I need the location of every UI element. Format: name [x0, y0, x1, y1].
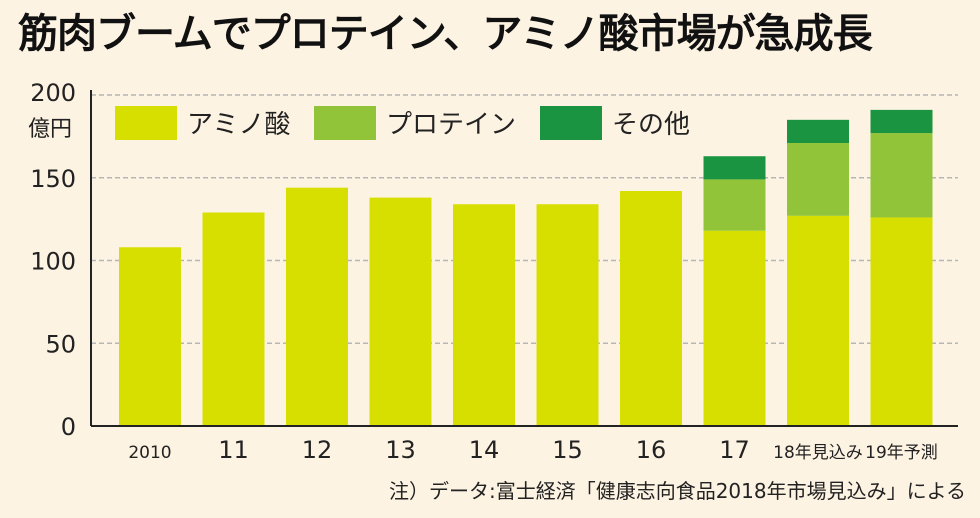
chart-title: 筋肉ブームでプロテイン、アミノ酸市場が急成長: [18, 11, 873, 57]
y-tick-label: 50: [45, 330, 76, 358]
x-tick-label: 11: [218, 436, 249, 464]
x-tick-label: 16: [636, 436, 667, 464]
x-tick-label: 13: [385, 436, 416, 464]
x-tick-label: 14: [469, 436, 500, 464]
y-tick-label: 200: [30, 79, 76, 107]
bar-segment: [620, 190, 682, 426]
legend-swatch: [115, 106, 177, 140]
x-tick-label: 19年予測: [865, 443, 938, 463]
bar-segment: [870, 217, 933, 426]
x-tick-label: 12: [302, 436, 333, 464]
bar-segment: [703, 179, 766, 231]
axes: 0 50 100 150 200 億円 2010 11 12 13 14 15 16 17 18年見込み 19…: [28, 79, 958, 464]
y-tick-label: 0: [61, 413, 76, 441]
bar-segment: [870, 109, 933, 134]
bar-segment: [536, 204, 599, 426]
bar-segment: [286, 187, 348, 426]
x-tick-label: 15: [552, 436, 583, 464]
bar-segment: [787, 119, 849, 143]
y-tick-label: 100: [30, 248, 76, 276]
x-tick-label: 18年見込み: [773, 443, 863, 463]
bar-segment: [787, 142, 849, 216]
legend-swatch: [314, 106, 376, 140]
legend-swatch: [540, 106, 602, 140]
x-tick-label: 2010: [128, 443, 171, 463]
y-tick-label: 150: [30, 165, 76, 193]
bar-segment: [703, 156, 766, 180]
bar-segment: [703, 230, 766, 426]
x-tick-label: 17: [719, 436, 750, 464]
source-note: 注）データ:富士経済「健康志向食品2018年市場見込み」による: [388, 479, 966, 503]
legend-label: アミノ酸: [187, 110, 290, 140]
y-axis-unit-label: 億円: [28, 117, 72, 142]
bar-segment: [453, 204, 515, 426]
bar-segment: [787, 215, 849, 426]
bar-segment: [369, 197, 432, 426]
bar-segment: [870, 133, 933, 218]
legend: アミノ酸 プロテイン その他: [115, 106, 690, 140]
legend-label: プロテイン: [386, 110, 516, 140]
legend-label: その他: [612, 110, 690, 140]
bars: [119, 109, 933, 426]
bar-segment: [119, 247, 181, 426]
bar-segment: [202, 212, 265, 426]
